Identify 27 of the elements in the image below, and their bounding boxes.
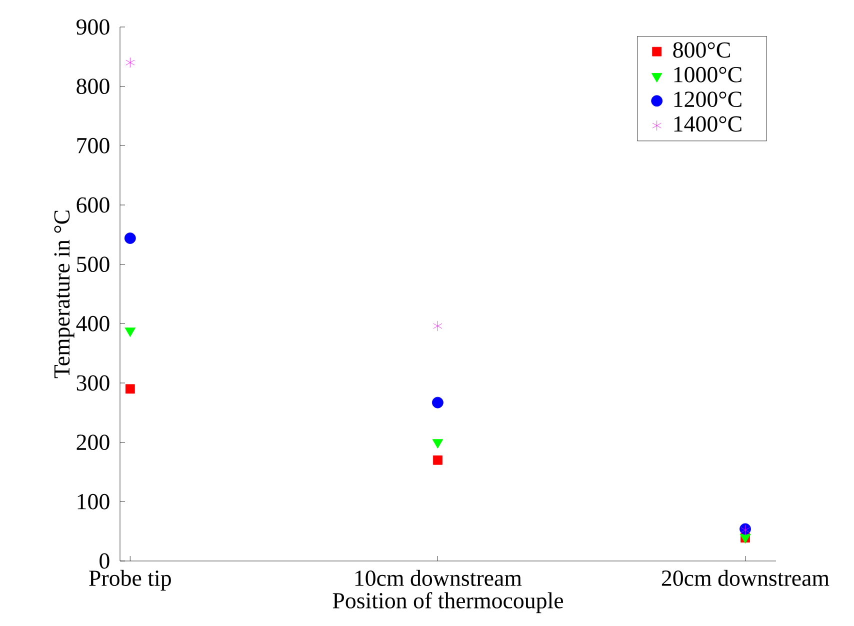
- legend-label: 1400°C: [674, 116, 742, 132]
- legend-label: 800°C: [673, 42, 730, 58]
- point: [432, 396, 444, 408]
- y-tick-label: 200: [76, 434, 110, 450]
- y-tick-label: 800: [76, 78, 110, 94]
- x-tick-label: 20cm downstream: [662, 570, 830, 586]
- point: [433, 455, 442, 465]
- x-axis-title: Position of thermocouple: [332, 592, 564, 614]
- y-tick-label: 600: [76, 197, 110, 213]
- y-tick-label: 100: [78, 494, 110, 510]
- point: [125, 384, 135, 394]
- point: [124, 232, 136, 244]
- y-tick-label: 300: [76, 375, 110, 391]
- legend-label: 1000°C: [674, 66, 742, 82]
- y-axis-title: Temperature in °C: [54, 210, 74, 378]
- y-tick-label: 500: [77, 256, 110, 272]
- point: [432, 439, 444, 449]
- y-tick-label: 700: [77, 138, 110, 154]
- point: [433, 320, 442, 332]
- legend-label: 1200°C: [674, 92, 742, 108]
- x-tick-label: Probe tip: [89, 570, 171, 591]
- point: [124, 328, 136, 337]
- y-tick-label: 900: [76, 19, 110, 35]
- x-tick-label: 10cm downstream: [355, 570, 522, 586]
- y-tick-label: 0: [100, 553, 110, 569]
- y-tick-label: 400: [76, 316, 110, 332]
- point: [126, 57, 135, 68]
